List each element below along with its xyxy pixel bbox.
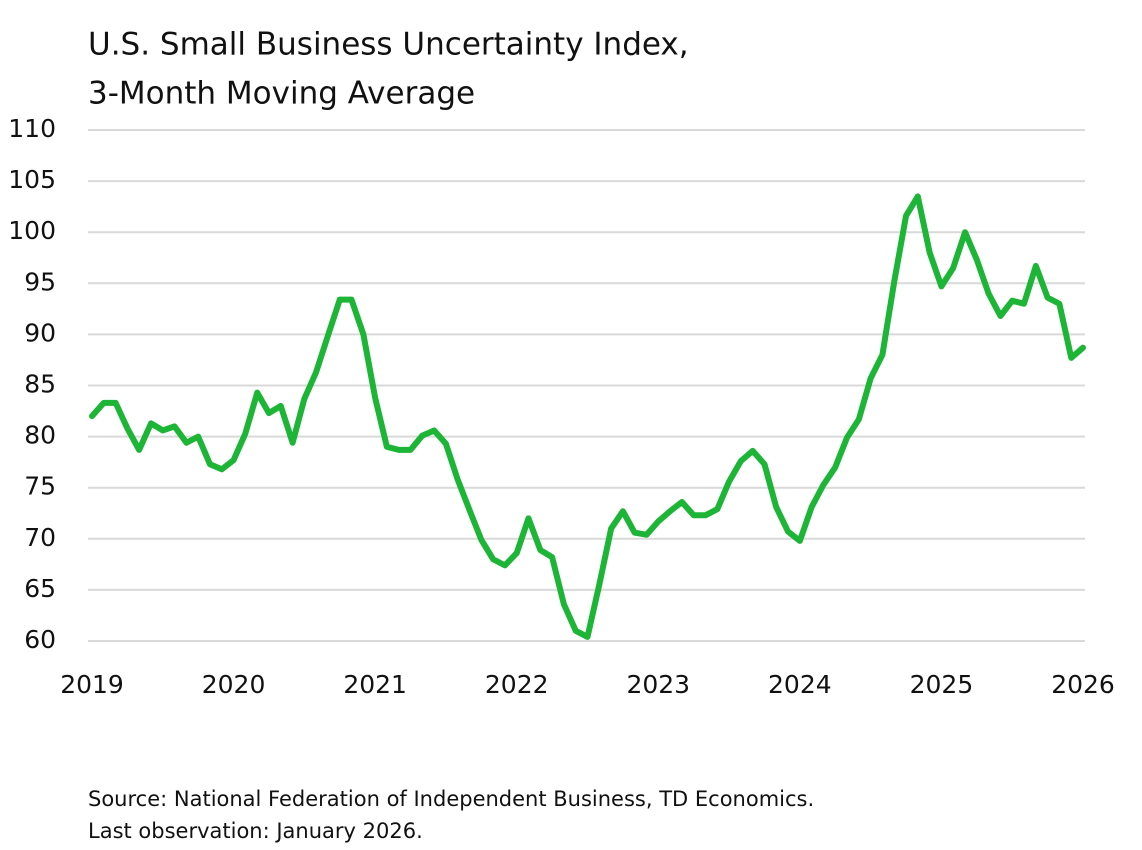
x-tick-label: 2019 bbox=[60, 670, 124, 699]
x-tick-label: 2024 bbox=[768, 670, 832, 699]
y-tick-label: 90 bbox=[24, 318, 56, 347]
chart-title: 3-Month Moving Average bbox=[88, 76, 475, 112]
y-tick-label: 110 bbox=[8, 114, 56, 143]
y-tick-label: 75 bbox=[24, 472, 56, 501]
x-tick-label: 2025 bbox=[910, 670, 974, 699]
y-tick-label: 100 bbox=[8, 216, 56, 245]
x-tick-label: 2021 bbox=[343, 670, 407, 699]
y-tick-label: 65 bbox=[24, 574, 56, 603]
x-tick-label: 2020 bbox=[202, 670, 266, 699]
y-tick-label: 80 bbox=[24, 421, 56, 450]
chart-title: U.S. Small Business Uncertainty Index, bbox=[88, 27, 689, 63]
x-tick-label: 2022 bbox=[485, 670, 549, 699]
observation-note: Last observation: January 2026. bbox=[88, 819, 423, 843]
y-tick-label: 70 bbox=[24, 523, 56, 552]
y-tick-label: 60 bbox=[24, 625, 56, 654]
source-note: Source: National Federation of Independe… bbox=[88, 787, 814, 811]
x-tick-label: 2023 bbox=[626, 670, 690, 699]
x-tick-label: 2026 bbox=[1051, 670, 1115, 699]
data-line bbox=[89, 193, 1086, 640]
y-tick-label: 95 bbox=[24, 267, 56, 296]
y-tick-label: 105 bbox=[8, 165, 56, 194]
y-tick-label: 85 bbox=[24, 370, 56, 399]
